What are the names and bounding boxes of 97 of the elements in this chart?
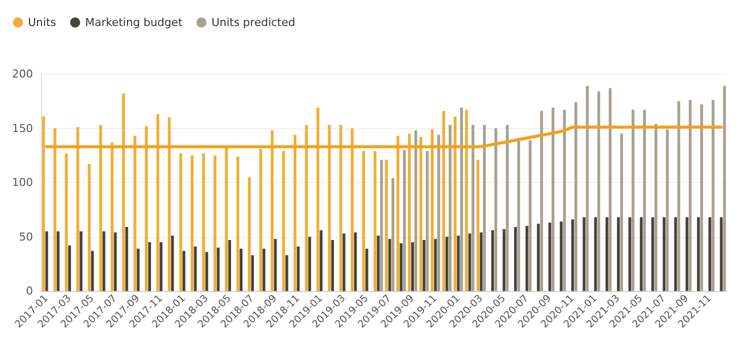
- bar: [240, 248, 242, 291]
- line-series: [45, 126, 723, 148]
- bar: [632, 110, 634, 291]
- bar: [574, 102, 578, 291]
- bar: [700, 104, 704, 291]
- bar: [80, 231, 82, 291]
- bar: [316, 108, 320, 291]
- bar: [64, 153, 68, 291]
- bar: [134, 136, 136, 291]
- bar: [122, 94, 125, 291]
- bar: [54, 128, 56, 291]
- bar: [365, 248, 368, 291]
- bar: [552, 108, 554, 291]
- bar: [285, 255, 288, 291]
- bar: [305, 124, 308, 291]
- bar: [190, 155, 194, 291]
- bar: [194, 246, 197, 291]
- bar: [362, 151, 366, 291]
- bar: [396, 136, 400, 291]
- bar: [182, 250, 186, 291]
- bar: [434, 238, 437, 291]
- bar: [342, 233, 346, 291]
- legend-label: Marketing budget: [85, 16, 184, 29]
- bar: [445, 236, 448, 291]
- bar: [385, 160, 388, 291]
- y-tick-label: 200: [12, 68, 33, 80]
- bar: [526, 226, 528, 291]
- bar: [144, 126, 148, 291]
- bar: [422, 240, 426, 291]
- bar: [723, 86, 726, 291]
- bar: [582, 217, 586, 291]
- bar: [606, 217, 608, 291]
- bar: [202, 153, 205, 291]
- bar: [465, 110, 468, 291]
- bar: [616, 217, 620, 291]
- bar: [483, 124, 486, 291]
- bar: [502, 229, 506, 291]
- bar: [448, 124, 452, 291]
- bar: [662, 217, 666, 291]
- bar: [136, 248, 140, 291]
- bar: [643, 110, 646, 291]
- bar: [708, 217, 712, 291]
- bar: [354, 232, 357, 291]
- y-tick-label: 150: [12, 122, 33, 135]
- bar: [376, 236, 380, 291]
- bar: [720, 217, 723, 291]
- y-tick-label: 0: [26, 284, 33, 298]
- bar: [374, 151, 376, 291]
- bar: [476, 160, 480, 291]
- bar: [686, 217, 688, 291]
- bar: [392, 178, 394, 291]
- bar: [540, 110, 543, 291]
- bar: [102, 231, 106, 291]
- bar: [651, 217, 654, 291]
- y-tick-label: 100: [12, 176, 33, 189]
- bar: [402, 150, 406, 291]
- bar: [674, 217, 677, 291]
- bar: [274, 238, 277, 291]
- bar: [408, 134, 411, 291]
- bar: [697, 217, 700, 291]
- bar: [411, 242, 414, 291]
- bar: [320, 230, 323, 291]
- bar: [294, 134, 296, 291]
- bar: [491, 230, 494, 291]
- bar: [472, 124, 474, 291]
- bar: [68, 245, 71, 291]
- bar: [91, 250, 94, 291]
- bar: [712, 100, 714, 291]
- bar: [460, 108, 463, 291]
- bar: [628, 217, 632, 291]
- bar: [216, 248, 220, 291]
- bar: [380, 160, 383, 291]
- bar: [620, 134, 624, 291]
- bar: [594, 217, 597, 291]
- bar: [536, 224, 540, 291]
- bar: [454, 116, 456, 291]
- bar: [514, 226, 517, 291]
- y-tick-label: 50: [19, 230, 33, 244]
- bar: [456, 236, 460, 291]
- bar: [654, 124, 658, 291]
- bar: [160, 242, 162, 291]
- bar: [236, 156, 240, 291]
- bar: [262, 248, 266, 291]
- bar: [528, 140, 532, 291]
- bar: [225, 148, 228, 291]
- bar: [148, 242, 152, 291]
- bar: [640, 217, 643, 291]
- bar: [563, 110, 566, 291]
- legend-label: Units: [28, 16, 56, 29]
- legend-label: Units predicted: [211, 16, 296, 29]
- bar: [214, 155, 216, 291]
- bar: [42, 116, 45, 291]
- bar: [110, 142, 114, 291]
- bar: [331, 240, 334, 291]
- bar: [251, 255, 254, 291]
- bar: [282, 151, 285, 291]
- bar: [171, 236, 174, 291]
